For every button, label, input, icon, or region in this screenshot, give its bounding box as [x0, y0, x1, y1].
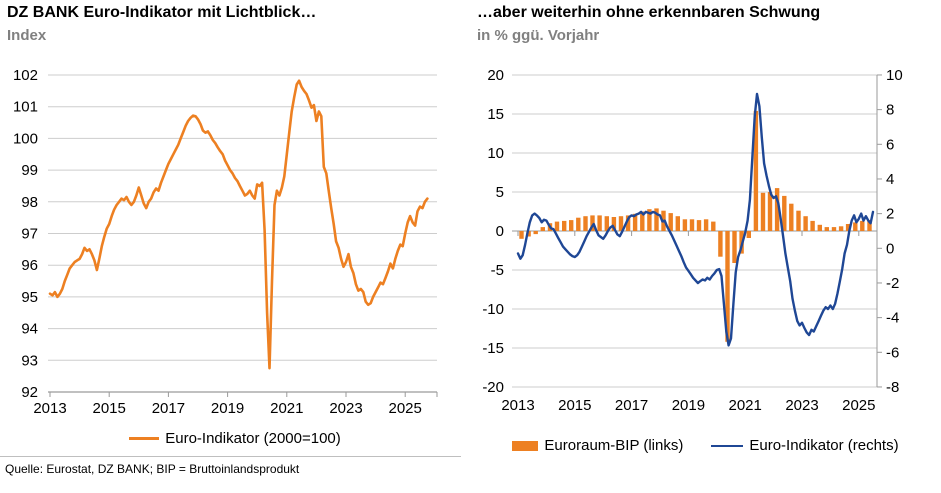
- legend-label: Euro-Indikator (2000=100): [165, 430, 341, 447]
- svg-text:2015: 2015: [558, 397, 591, 414]
- svg-text:-4: -4: [886, 310, 899, 327]
- svg-text:2013: 2013: [501, 397, 534, 414]
- svg-text:0: 0: [886, 240, 894, 257]
- svg-text:102: 102: [13, 67, 38, 84]
- svg-text:2021: 2021: [270, 400, 303, 417]
- right-chart-subtitle: in % ggü. Vorjahr: [477, 27, 600, 44]
- svg-text:95: 95: [21, 289, 38, 306]
- svg-text:2025: 2025: [389, 400, 422, 417]
- legend-item-euro-indikator: Euro-Indikator (2000=100): [129, 430, 341, 447]
- svg-text:92: 92: [21, 384, 38, 401]
- svg-text:2017: 2017: [152, 400, 185, 417]
- svg-text:2015: 2015: [93, 400, 126, 417]
- svg-text:5: 5: [496, 184, 504, 201]
- svg-text:2013: 2013: [33, 400, 66, 417]
- svg-text:93: 93: [21, 352, 38, 369]
- svg-text:99: 99: [21, 162, 38, 179]
- footer-divider: [0, 456, 461, 457]
- svg-text:6: 6: [886, 136, 894, 153]
- svg-text:-2: -2: [886, 275, 899, 292]
- svg-text:15: 15: [487, 106, 504, 123]
- svg-text:-6: -6: [886, 344, 899, 361]
- svg-text:2023: 2023: [785, 397, 818, 414]
- svg-text:20: 20: [487, 67, 504, 84]
- svg-text:2: 2: [886, 206, 894, 223]
- legend-label: Euroraum-BIP (links): [544, 437, 684, 454]
- svg-text:-8: -8: [886, 379, 899, 396]
- svg-text:-5: -5: [491, 262, 504, 279]
- svg-text:10: 10: [886, 67, 903, 84]
- left-chart: 92 93 94 95 96 97 98 99 100 101 102 2013 2015 2017 201…: [13, 67, 438, 417]
- svg-text:-15: -15: [482, 340, 504, 357]
- left-chart-subtitle: Index: [7, 27, 47, 44]
- svg-text:10: 10: [487, 145, 504, 162]
- legend-item-euro-indikator-rechts: Euro-Indikator (rechts): [711, 437, 899, 454]
- svg-text:2019: 2019: [672, 397, 705, 414]
- svg-text:98: 98: [21, 194, 38, 211]
- svg-text:94: 94: [21, 321, 38, 338]
- svg-text:-10: -10: [482, 301, 504, 318]
- svg-text:2025: 2025: [842, 397, 875, 414]
- svg-text:8: 8: [886, 102, 894, 119]
- svg-text:-20: -20: [482, 379, 504, 396]
- svg-text:97: 97: [21, 226, 38, 243]
- right-chart-title: …aber weiterhin ohne erkennbaren Schwung: [477, 4, 821, 21]
- legend-item-euroraum-bip: Euroraum-BIP (links): [512, 437, 683, 454]
- svg-text:2017: 2017: [615, 397, 648, 414]
- left-chart-legend: Euro-Indikator (2000=100): [0, 430, 470, 447]
- svg-text:101: 101: [13, 99, 38, 116]
- line-swatch-icon: [129, 437, 160, 440]
- svg-text:2019: 2019: [211, 400, 244, 417]
- legend-label: Euro-Indikator (rechts): [749, 437, 899, 454]
- bar-swatch-icon: [512, 440, 539, 451]
- source-note: Quelle: Eurostat, DZ BANK; BIP = Bruttoi…: [5, 462, 300, 476]
- svg-text:0: 0: [496, 223, 504, 240]
- line-swatch-icon: [711, 444, 744, 447]
- left-chart-title: DZ BANK Euro-Indikator mit Lichtblick…: [7, 4, 317, 21]
- svg-text:100: 100: [13, 130, 38, 147]
- right-chart-legend: Euroraum-BIP (links) Euro-Indikator (rec…: [470, 437, 941, 454]
- svg-text:4: 4: [886, 171, 894, 188]
- svg-text:2021: 2021: [729, 397, 762, 414]
- svg-text:2023: 2023: [329, 400, 362, 417]
- svg-text:96: 96: [21, 257, 38, 274]
